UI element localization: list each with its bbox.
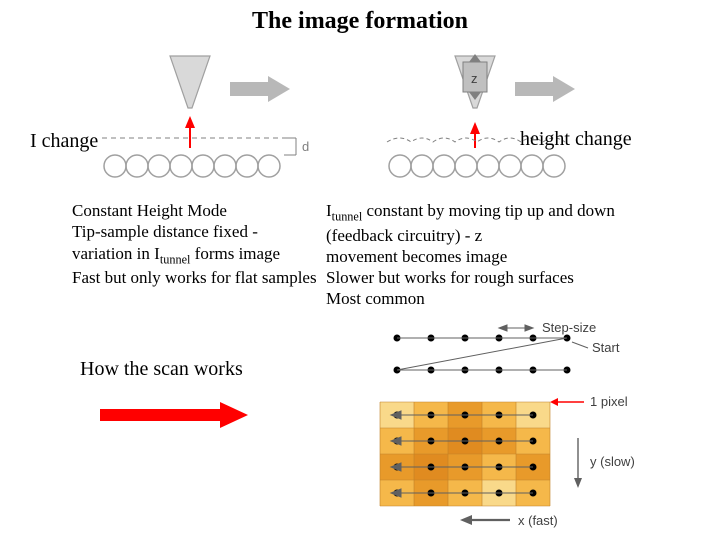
desc-left-line1: Constant Height Mode	[72, 201, 227, 220]
desc-constant-height: Constant Height Mode Tip-sample distance…	[72, 200, 322, 288]
desc-right-line3: Slower but works for rough surfaces	[326, 268, 574, 287]
svg-text:d: d	[302, 139, 309, 154]
desc-right-line2: movement becomes image	[326, 247, 507, 266]
scan-raster-diagram: Step-size Start 1 pixel y (slow) x (fast…	[360, 320, 680, 530]
caption-height-change: height change	[520, 128, 632, 151]
desc-left-line2b: forms image	[190, 244, 280, 263]
caption-i-change: I change	[30, 130, 98, 153]
mode-diagrams: d z	[0, 48, 720, 198]
desc-right-line4: Most common	[326, 289, 425, 308]
label-xfast: x (fast)	[518, 513, 558, 528]
page-title: The image formation	[0, 0, 720, 35]
desc-left-line3: Fast but only works for flat samples	[72, 268, 317, 287]
mode-diagrams-svg: d z	[0, 48, 720, 198]
scan-title: How the scan works	[80, 358, 243, 381]
desc-left-sub: tunnel	[160, 252, 191, 266]
label-stepsize: Step-size	[542, 320, 596, 335]
label-1pixel: 1 pixel	[590, 394, 628, 409]
red-scan-arrow	[100, 400, 250, 430]
label-yslow: y (slow)	[590, 454, 635, 469]
svg-text:z: z	[471, 71, 478, 86]
label-start: Start	[592, 340, 620, 355]
desc-right-sub: tunnel	[332, 209, 363, 223]
desc-constant-current: Itunnel constant by moving tip up and do…	[326, 200, 686, 310]
desc-right-line1b: constant by moving tip up and down (feed…	[326, 201, 615, 245]
